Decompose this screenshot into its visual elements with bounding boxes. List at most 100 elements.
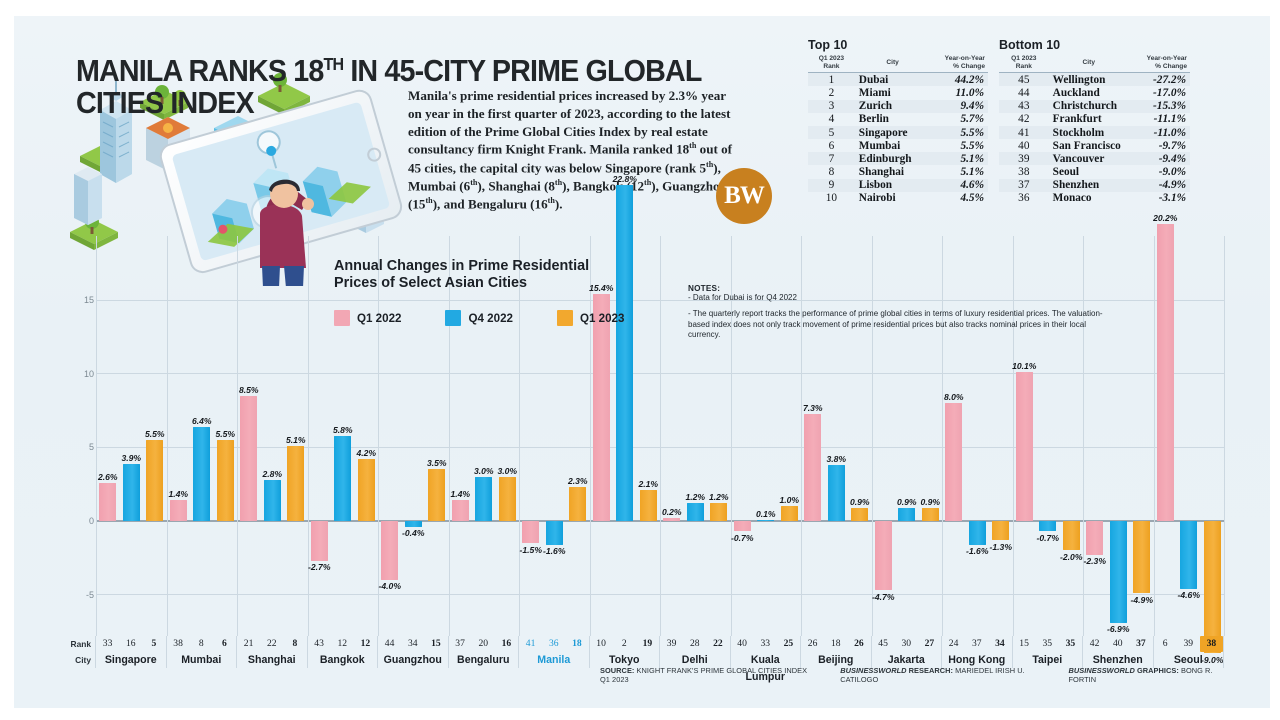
page-edge-bottom [0,708,1280,720]
bar-delhi-q4_2022 [686,503,704,521]
table-row: 41 Stockholm -11.0% [999,125,1190,140]
notes-line-1: - Data for Dubai is for Q4 2022 [688,293,797,302]
cell-rank: 7 [808,152,855,166]
bar-guangzhou-q1_2023 [428,469,446,521]
rank-value-q4_2022: 18 [830,638,841,649]
legend-swatch [334,310,350,326]
legend-swatch [445,310,462,326]
table-row: 36 Monaco -3.1% [999,192,1190,205]
rank-value-q4_2022: 2 [621,638,627,649]
bar-manila-q1_2023 [569,487,587,521]
notes-line-2: - The quarterly report tracks the perfor… [688,309,1103,340]
page-edge-right [1270,0,1280,720]
table-row: 39 Vancouver -9.4% [999,152,1190,166]
bar-hong-kong-q4_2022 [968,521,986,545]
y-axis-tick: -5 [85,589,94,600]
bar-value-label: -0.7% [731,532,754,543]
bar-value-label: -1.3% [989,541,1012,552]
bar-bengaluru-q4_2022 [475,476,493,521]
cell-pct: 5.7% [960,113,984,126]
city-label-shenzhen: Shenzhen [1083,652,1154,668]
category-separator [801,236,802,636]
bar-shenzhen-q1_2022 [1086,521,1104,555]
cell-pct: 44.2% [930,72,988,87]
cell-city: Mumbai [858,139,901,152]
bar-shenzhen-q1_2023 [1133,521,1151,594]
cell-city: Edinburgh [854,152,931,166]
cell-rank: 1 [808,72,855,87]
bar-value-label: -2.7% [308,562,331,573]
footer-research: BUSINESSWORLD RESEARCH: MARIEDEL IRISH U… [840,666,1025,684]
legend-label: Q1 2023 [579,311,625,325]
rank-group-tokyo: 10 2 19 [590,636,660,652]
notes-block: NOTES: - Data for Dubai is for Q4 2022 -… [688,284,1108,341]
y-axis-tick: 0 [88,516,94,526]
rank-value-q1_2022: 42 [1089,638,1100,649]
bar-kuala-lumpur-q1_2023 [780,506,798,521]
category-separator [96,236,97,636]
rank-group-taipei: 15 35 35 [1013,636,1083,652]
city-label-seoul: Seoul [1154,652,1224,668]
notes-heading: NOTES: [688,284,721,293]
rank-group-mumbai: 38 8 6 [167,636,237,652]
category-separator [942,236,943,636]
bar-delhi-q1_2022 [663,518,681,521]
bar-value-label: -6.9% [1107,624,1130,635]
bar-value-label: -4.0% [378,581,401,592]
bar-mumbai-q4_2022 [193,426,211,521]
rank-group-shanghai: 21 22 8 [237,636,308,652]
rank-group-hong-kong: 24 37 34 [942,636,1013,652]
bar-value-label: 3.0% [497,465,518,476]
bar-seoul-q1_2023 [1203,521,1221,654]
bar-bengaluru-q1_2022 [451,500,469,521]
cell-rank: 36 [1018,192,1030,205]
cell-rank: 2 [828,86,835,99]
cell-pct: -11.1% [1153,113,1186,126]
city-label-taipei: Taipei [1013,652,1083,668]
cell-city: Berlin [858,113,889,126]
col-header-pct: Year-on-Year% Change [1128,54,1190,74]
bar-value-label: -9.0% [1201,654,1224,665]
bar-value-label: 3.5% [426,458,447,469]
cell-city: Stockholm [1048,125,1129,140]
cell-pct: 9.4% [930,99,988,113]
table-row: 4 Berlin 5.7% [808,113,988,126]
page-title: MANILA RANKS 18TH IN 45-CITY PRIME GLOBA… [76,56,753,119]
rank-value-q1_2023: 22 [713,638,723,649]
rank-value-q4_2022: 39 [1183,638,1194,649]
bar-mumbai-q1_2022 [169,500,187,521]
city-label-delhi: Delhi [660,652,731,668]
rank-group-beijing: 26 18 26 [801,636,872,652]
cell-city: Shanghai [858,166,905,179]
bar-value-label: 5.1% [285,434,306,445]
table-row: 10 Nairobi 4.5% [808,192,988,205]
bar-value-label: -0.4% [402,528,425,539]
cell-city: Seoul [1052,166,1080,179]
bar-value-label: 5.5% [144,429,165,440]
rank-value-q1_2022: 26 [807,638,818,649]
bar-value-label: 20.2% [1153,212,1178,223]
bar-taipei-q1_2022 [1015,372,1033,521]
bar-tokyo-q1_2022 [592,294,610,521]
rank-value-q1_2022: 15 [1019,638,1029,649]
table-row: 43 Christchurch -15.3% [999,99,1190,113]
category-separator [378,236,379,636]
table-row: 8 Shanghai 5.1% [808,165,988,178]
rank-group-bangkok: 43 12 12 [308,636,378,652]
cell-rank: 9 [808,178,855,192]
bar-hong-kong-q1_2023 [992,521,1010,541]
footer-graphics: BUSINESSWORLD GRAPHICS: BONG R. FORTIN [1068,666,1213,684]
table-header-row: Q1 2023 Rank City Year-on-Year% Change [999,54,1190,74]
rank-group-delhi: 39 28 22 [660,636,731,652]
cell-city: Auckland [1052,86,1100,99]
cell-pct: -9.7% [1158,139,1186,152]
bar-beijing-q1_2023 [851,507,869,521]
deck-paragraph: Manila's prime residential prices increa… [408,88,733,212]
bar-kuala-lumpur-q4_2022 [757,519,775,521]
rank-value-q1_2022: 38 [173,638,183,649]
city-label-beijing: Beijing [801,652,872,668]
city-label-manila: Manila [519,652,590,668]
bar-value-label: 1.4% [168,489,189,500]
table-row: 6 Mumbai 5.5% [808,139,988,152]
cell-city: Frankfurt [1052,113,1102,126]
